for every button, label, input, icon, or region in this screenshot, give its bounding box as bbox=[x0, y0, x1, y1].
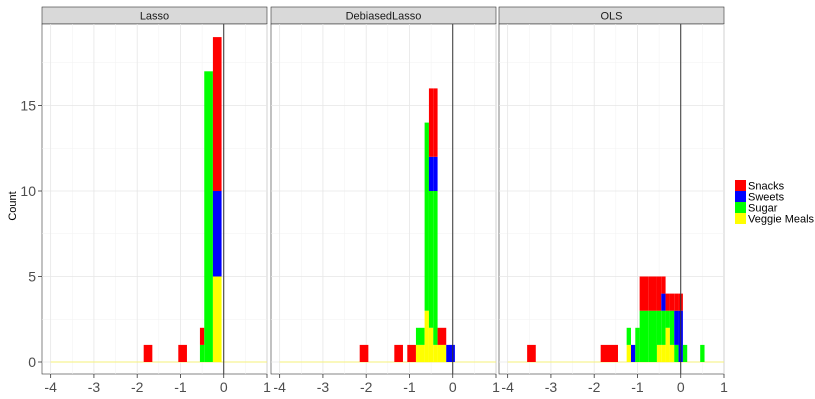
bar-segment-sugar bbox=[639, 310, 649, 362]
y-axis-title: Count bbox=[7, 191, 19, 220]
bar-segment-sugar bbox=[635, 327, 640, 362]
strip-title: DebiasedLasso bbox=[346, 11, 422, 23]
x-tick-label: 1 bbox=[263, 379, 271, 395]
bar-segment-veggie-meals bbox=[437, 344, 447, 362]
bar-segment-sugar bbox=[669, 310, 675, 345]
bar-segment-sugar bbox=[656, 310, 662, 345]
x-tick-label: -2 bbox=[588, 379, 601, 395]
bar-segment-snacks bbox=[199, 327, 205, 345]
bar-segment-snacks bbox=[178, 344, 187, 362]
bar-segment-veggie-meals bbox=[212, 276, 222, 362]
y-tick-label: 0 bbox=[28, 354, 36, 370]
bar-segment-snacks bbox=[527, 344, 536, 362]
legend-key bbox=[735, 191, 746, 202]
bar-segment-veggie-meals bbox=[669, 344, 675, 362]
bar-segment-sugar bbox=[661, 310, 666, 345]
x-tick-label: -4 bbox=[44, 379, 57, 395]
bar-segment-sweets bbox=[630, 344, 636, 362]
x-tick-label: 1 bbox=[492, 379, 500, 395]
bar-segment-sugar bbox=[204, 71, 213, 363]
legend-key bbox=[735, 213, 746, 224]
y-axis: Count 0 5 10 15 bbox=[7, 98, 42, 370]
bar-segment-sugar bbox=[648, 310, 657, 362]
x-tick-label: 0 bbox=[677, 379, 685, 395]
x-tick-label: -1 bbox=[403, 379, 416, 395]
bar-segment-veggie-meals bbox=[626, 344, 631, 362]
bar-segment-snacks bbox=[359, 344, 369, 362]
bar-segment-veggie-meals bbox=[428, 327, 434, 362]
x-tick-label: 0 bbox=[220, 379, 228, 395]
bar-segment-sweets bbox=[661, 293, 666, 311]
bar-segment-veggie-meals bbox=[661, 344, 666, 362]
bar-segment-sweets bbox=[433, 156, 438, 191]
bar-segment-sugar bbox=[433, 191, 438, 345]
plot-area bbox=[41, 23, 268, 375]
legend-key bbox=[735, 202, 746, 213]
bar-segment-snacks bbox=[143, 344, 153, 362]
bar-segment-veggie-meals bbox=[656, 344, 662, 362]
bar-segment-sugar bbox=[626, 327, 631, 345]
bar-segment-veggie-meals bbox=[424, 310, 429, 362]
bar-segment-sugar bbox=[199, 344, 205, 362]
bar-segment-sugar bbox=[428, 191, 434, 328]
bar-segment-snacks bbox=[674, 293, 679, 311]
bar-segment-snacks bbox=[433, 88, 438, 157]
bar-segment-veggie-meals bbox=[415, 344, 425, 362]
bar-segment-snacks bbox=[394, 344, 403, 362]
bar-segment-sweets bbox=[212, 191, 222, 277]
x-tick-label: -1 bbox=[631, 379, 644, 395]
bar-segment-snacks bbox=[600, 344, 618, 362]
bar-segment-snacks bbox=[648, 276, 657, 311]
bar-segment-snacks bbox=[639, 276, 649, 311]
legend-key bbox=[735, 180, 746, 191]
bar-segment-sweets bbox=[674, 310, 679, 345]
bar-segment-sugar bbox=[424, 122, 429, 311]
bar-segment-sugar bbox=[415, 327, 425, 345]
bar-segment-snacks bbox=[407, 344, 416, 362]
strip-title: Lasso bbox=[140, 11, 169, 23]
panel-ols: OLS -4 -3 -2 -1 0 1 bbox=[498, 6, 728, 395]
bar-segment-sugar bbox=[665, 310, 670, 328]
x-tick-label: -3 bbox=[88, 379, 101, 395]
panel-debiasedlasso: DebiasedLasso -4 -3 -2 -1 0 1 bbox=[270, 6, 500, 395]
bar-segment-snacks bbox=[428, 88, 434, 157]
x-tick-label: -2 bbox=[131, 379, 144, 395]
panel-lasso: Lasso -4 -3 -2 -1 0 1 bbox=[41, 6, 271, 395]
legend-label: Snacks bbox=[748, 181, 785, 193]
x-tick-label: -4 bbox=[273, 379, 286, 395]
bar-segment-sugar bbox=[682, 344, 688, 362]
x-tick-label: -3 bbox=[317, 379, 330, 395]
bar-segment-sugar bbox=[674, 344, 679, 362]
bar-segment-sweets bbox=[428, 156, 434, 191]
y-tick-label: 10 bbox=[20, 183, 36, 199]
x-tick-label: -1 bbox=[174, 379, 187, 395]
y-tick-label: 5 bbox=[28, 269, 36, 285]
legend-label: Sugar bbox=[748, 203, 778, 215]
x-tick-label: 0 bbox=[449, 379, 457, 395]
x-tick-label: -3 bbox=[545, 379, 558, 395]
x-tick-label: -2 bbox=[360, 379, 373, 395]
bar-segment-sweets bbox=[446, 344, 455, 362]
strip-title: OLS bbox=[600, 11, 622, 23]
bar-segment-veggie-meals bbox=[665, 327, 670, 362]
legend-label: Veggie Meals bbox=[748, 214, 815, 226]
bar-segment-veggie-meals bbox=[433, 344, 438, 362]
bar-segment-snacks bbox=[656, 276, 662, 311]
x-tick-label: 1 bbox=[720, 379, 728, 395]
bar-segment-snacks bbox=[212, 37, 222, 191]
bar-segment-snacks bbox=[669, 293, 675, 311]
plot-area bbox=[270, 23, 497, 375]
x-tick-label: -4 bbox=[501, 379, 514, 395]
bar-segment-snacks bbox=[661, 276, 666, 294]
bar-segment-sugar bbox=[700, 344, 705, 362]
plot-area bbox=[498, 23, 725, 375]
bar-segment-snacks bbox=[437, 327, 447, 345]
bar-segment-snacks bbox=[665, 293, 670, 311]
legend-label: Sweets bbox=[748, 192, 785, 204]
y-tick-label: 15 bbox=[20, 98, 36, 114]
